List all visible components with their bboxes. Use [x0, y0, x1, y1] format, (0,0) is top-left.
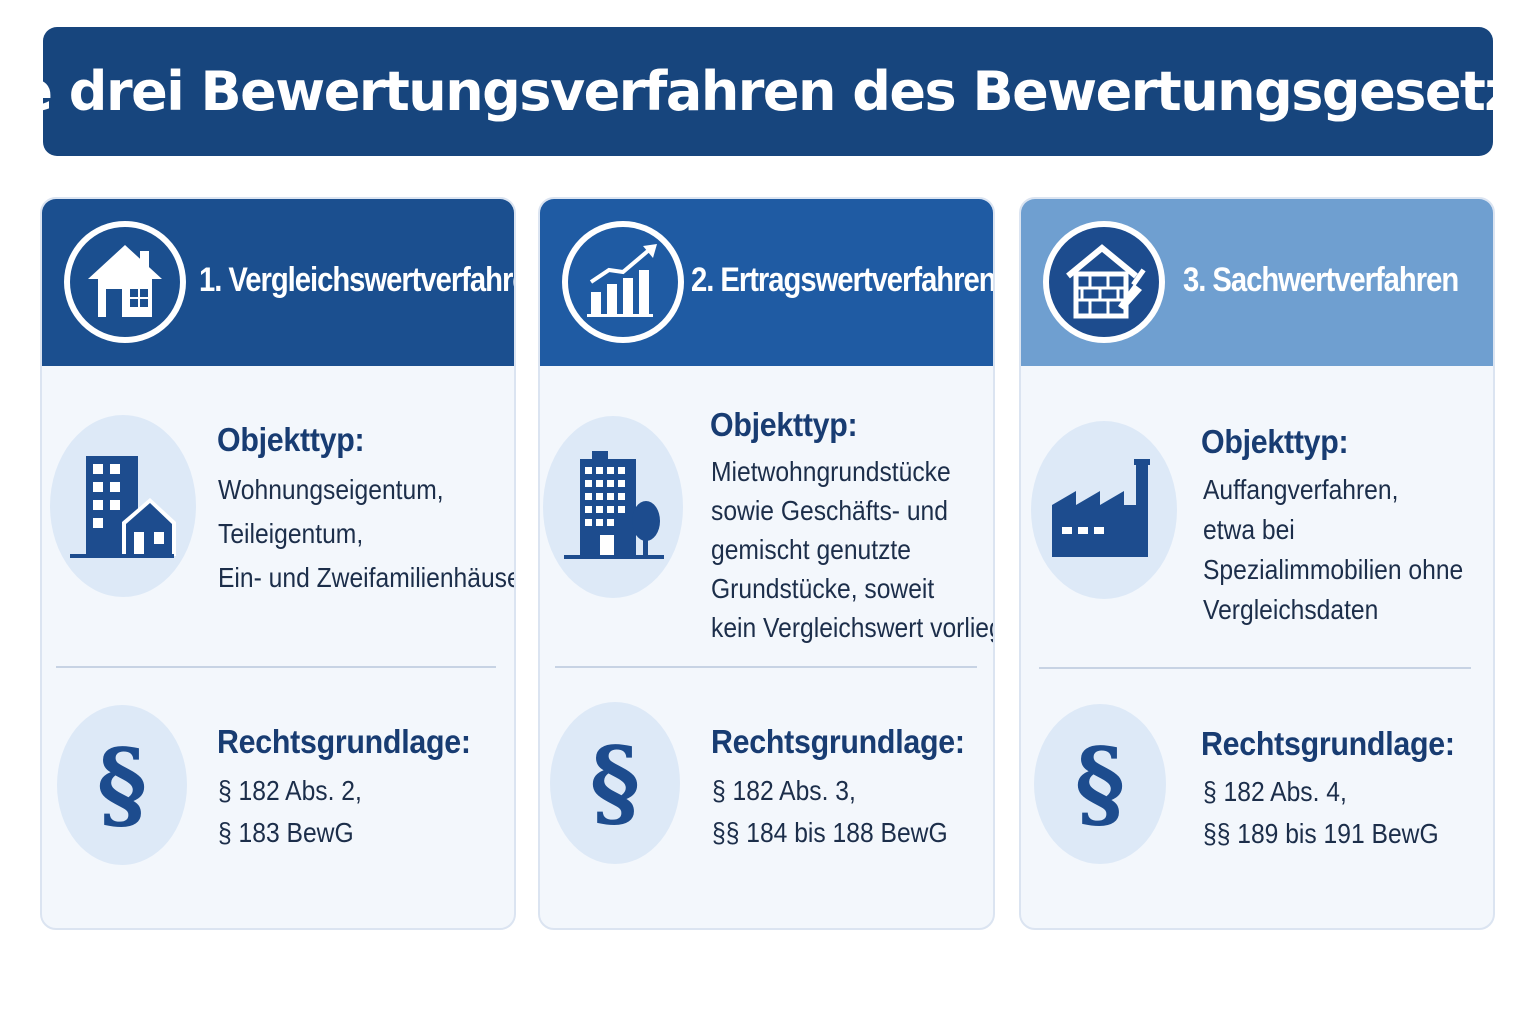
law-description: § 182 Abs. 4, §§ 189 bis 191 BewG	[1203, 772, 1439, 854]
law-line: §§ 184 bis 188 BewG	[712, 817, 948, 848]
law-description: § 182 Abs. 2, § 183 BewG	[218, 771, 362, 853]
house-construction-icon	[1043, 221, 1165, 343]
object-line: sowie Geschäfts- und	[711, 495, 948, 526]
object-line: kein Vergleichswert vorliegt	[711, 612, 995, 643]
card-title: 3. Sachwertverfahren	[1183, 261, 1459, 299]
paragraph-icon: §	[1034, 704, 1166, 864]
building-with-house-icon	[50, 415, 196, 597]
object-line: Mietwohngrundstücke	[711, 456, 951, 487]
paragraph-icon: §	[550, 702, 680, 864]
law-label: Rechtsgrundlage:	[1201, 725, 1455, 762]
object-description: Mietwohngrundstücke sowie Geschäfts- und…	[711, 452, 995, 647]
law-line: §§ 189 bis 191 BewG	[1203, 818, 1439, 849]
paragraph-icon: §	[57, 705, 187, 865]
law-line: § 182 Abs. 2,	[218, 775, 362, 806]
object-label: Objekttyp:	[217, 421, 365, 458]
divider	[555, 666, 977, 668]
page-title: Die drei Bewertungsverfahren des Bewertu…	[0, 60, 1536, 123]
growth-chart-icon	[562, 221, 684, 343]
card-header: 2. Ertragswertverfahren	[540, 199, 993, 366]
object-label: Objekttyp:	[710, 406, 858, 443]
card-vergleichswertverfahren: 1. Vergleichswertverfahren Objekttyp: Wo…	[40, 197, 516, 930]
card-ertragswertverfahren: 2. Ertragswertverfahren Objekttyp: Mietw…	[538, 197, 995, 930]
law-label: Rechtsgrundlage:	[217, 723, 471, 760]
law-description: § 182 Abs. 3, §§ 184 bis 188 BewG	[712, 771, 948, 853]
divider	[56, 666, 496, 668]
office-building-with-tree-icon	[543, 416, 683, 598]
object-label: Objekttyp:	[1201, 423, 1349, 460]
object-line: Auffangverfahren,	[1203, 474, 1399, 505]
card-title: 2. Ertragswertverfahren	[691, 261, 995, 299]
law-line: § 182 Abs. 3,	[712, 775, 856, 806]
card-header: 1. Vergleichswertverfahren	[42, 199, 514, 366]
object-line: Vergleichsdaten	[1203, 594, 1379, 625]
object-line: etwa bei	[1203, 514, 1295, 545]
factory-icon	[1031, 421, 1177, 599]
card-header: 3. Sachwertverfahren	[1021, 199, 1493, 366]
law-label: Rechtsgrundlage:	[711, 723, 965, 760]
object-description: Auffangverfahren, etwa bei Spezialimmobi…	[1203, 470, 1463, 630]
law-line: § 182 Abs. 4,	[1203, 776, 1347, 807]
divider	[1039, 667, 1471, 669]
card-sachwertverfahren: 3. Sachwertverfahren Objekttyp: Auffangv…	[1019, 197, 1495, 930]
law-line: § 183 BewG	[218, 817, 354, 848]
object-description: Wohnungseigentum, Teileigentum, Ein- und…	[218, 470, 516, 598]
object-line: Ein- und Zweifamilienhäuser	[218, 562, 516, 593]
house-icon	[64, 221, 186, 343]
card-title: 1. Vergleichswertverfahren	[199, 261, 516, 299]
title-bar: Die drei Bewertungsverfahren des Bewertu…	[0, 27, 1536, 156]
object-line: Spezialimmobilien ohne	[1203, 554, 1464, 585]
object-line: Grundstücke, soweit	[711, 573, 935, 604]
object-line: Teileigentum,	[218, 518, 364, 549]
object-line: gemischt genutzte	[711, 534, 911, 565]
object-line: Wohnungseigentum,	[218, 474, 444, 505]
